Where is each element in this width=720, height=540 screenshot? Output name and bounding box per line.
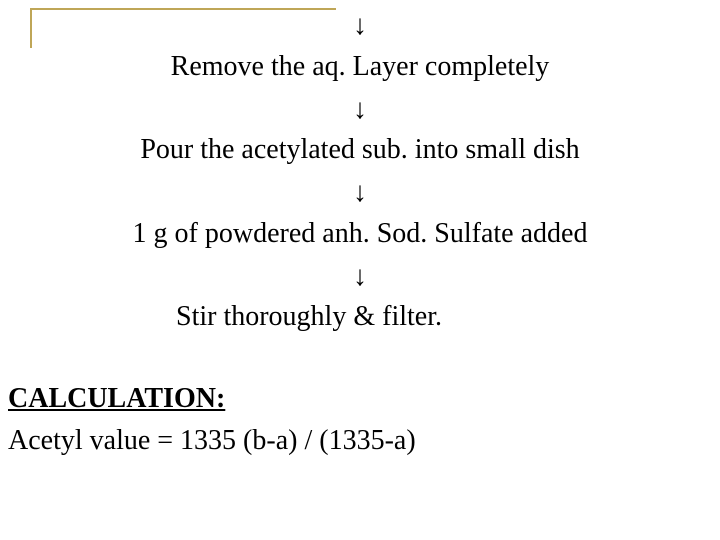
arrow-3: ↓	[0, 175, 720, 209]
step-add-sulfate: 1 g of powdered anh. Sod. Sulfate added	[0, 209, 720, 259]
decorative-border-left	[30, 8, 32, 48]
calculation-section: CALCULATION: Acetyl value = 1335 (b-a) /…	[0, 378, 720, 462]
step-remove-aq-layer: Remove the aq. Layer completely	[0, 42, 720, 92]
calculation-heading: CALCULATION:	[8, 378, 720, 420]
step-pour-acetylated: Pour the acetylated sub. into small dish	[0, 125, 720, 175]
arrow-2: ↓	[0, 92, 720, 126]
procedure-content: ↓ Remove the aq. Layer completely ↓ Pour…	[0, 0, 720, 462]
arrow-4: ↓	[0, 259, 720, 293]
step-stir-filter: Stir thoroughly & filter.	[0, 292, 720, 342]
calculation-formula: Acetyl value = 1335 (b-a) / (1335-a)	[8, 420, 720, 462]
decorative-border-top	[30, 8, 336, 10]
arrow-1: ↓	[0, 8, 720, 42]
